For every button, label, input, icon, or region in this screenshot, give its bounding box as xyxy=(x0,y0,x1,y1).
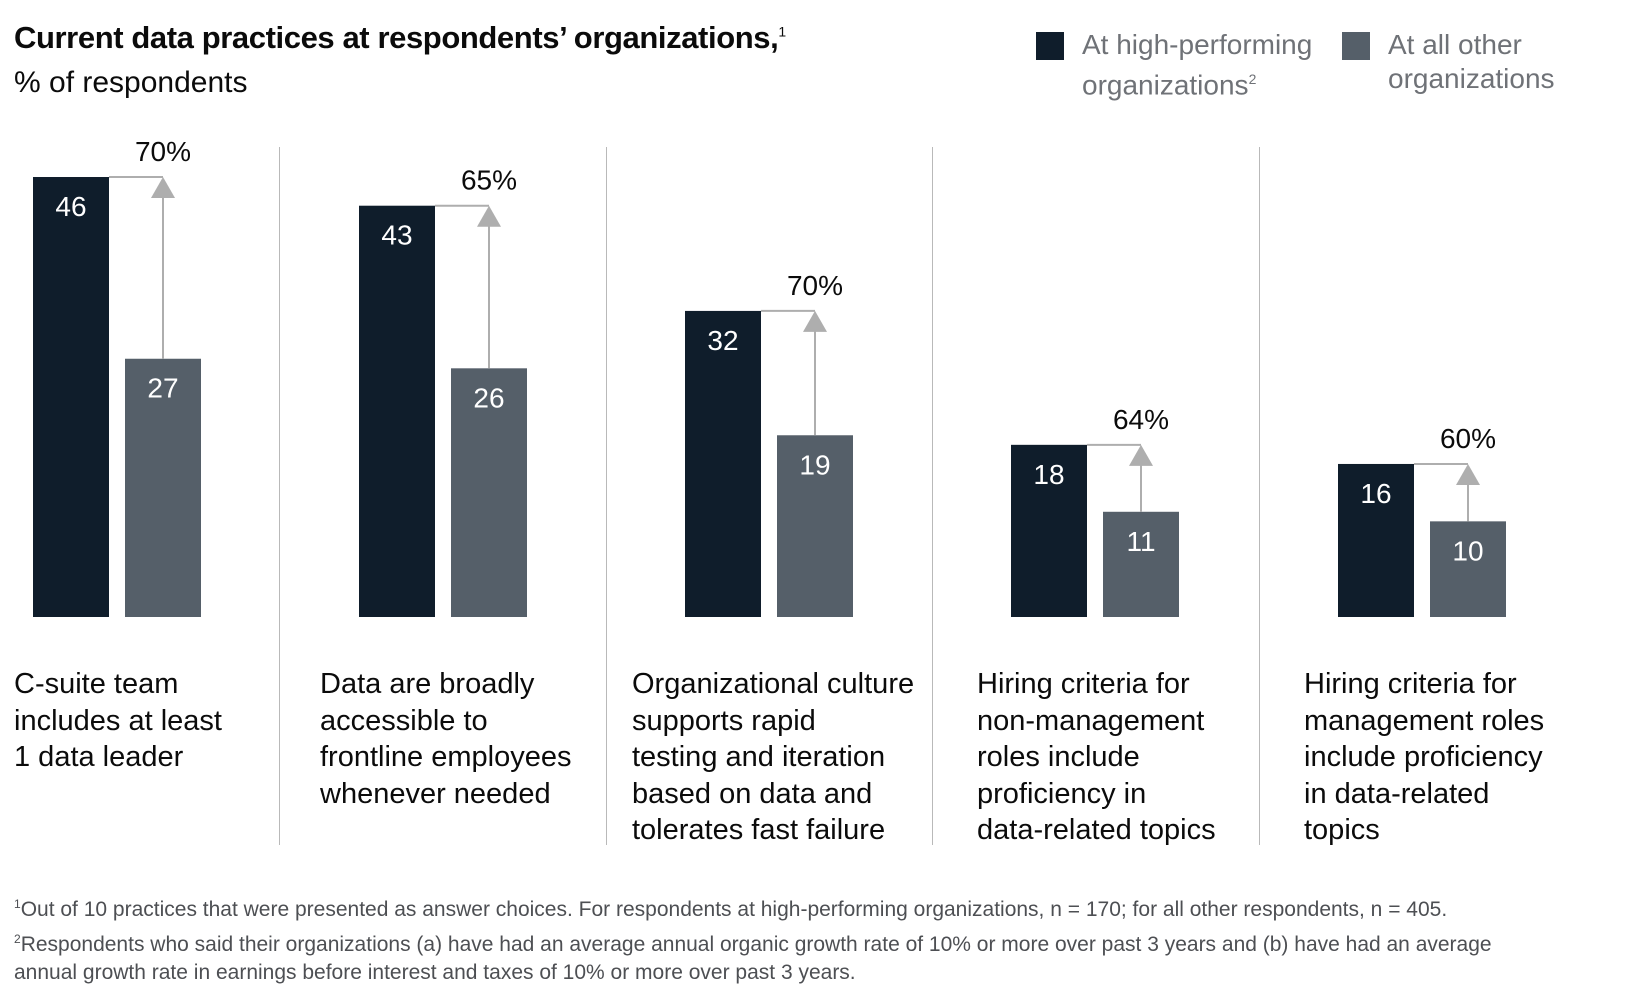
legend-label-line: organizations2 xyxy=(1082,62,1312,102)
category-label-line: include proficiency xyxy=(1304,741,1543,773)
category-label-line: tolerates fast failure xyxy=(632,814,886,846)
category-label: Data are broadly accessible to frontline e… xyxy=(320,666,571,812)
bar-value-label: 19 xyxy=(799,449,830,480)
bar-value-label: 16 xyxy=(1360,478,1391,509)
footnote-text: Out of 10 practices that were presented … xyxy=(20,898,1448,921)
bar-value-label: 43 xyxy=(381,220,412,251)
chart-subtitle: % of respondents xyxy=(14,66,248,99)
bar-all-other xyxy=(1103,511,1179,617)
bar-value-label: 10 xyxy=(1452,535,1483,566)
gap-arrow-head xyxy=(1456,463,1480,485)
bar-high-performing xyxy=(33,177,109,617)
category-label-line: includes at least xyxy=(14,704,222,737)
category-label: Hiring criteria for non-management roles i… xyxy=(977,666,1216,849)
category-label-line: Organizational culture xyxy=(632,668,915,700)
category-label-line: roles include xyxy=(977,741,1140,773)
bar-value-label: 18 xyxy=(1033,459,1064,490)
legend-label-text: organizations xyxy=(1082,69,1249,101)
footnotes: 1Out of 10 practices that were presented… xyxy=(14,890,1492,988)
bar-all-other xyxy=(125,358,201,617)
gap-percentage-label: 70% xyxy=(135,136,191,167)
legend-item-high-performing: At high-performing organizations2 xyxy=(1036,28,1312,102)
bar-all-other xyxy=(777,435,853,617)
category-label-line: in data-related xyxy=(1304,777,1490,810)
category-label-line: supports rapid xyxy=(632,704,816,737)
footnote-2: 2Respondents who said their organization… xyxy=(14,925,1492,960)
footnote-1: 1Out of 10 practices that were presented… xyxy=(14,890,1492,925)
category-label: Organizational culture supports rapid test… xyxy=(632,666,914,849)
column-divider xyxy=(279,147,280,845)
bar-high-performing xyxy=(1338,463,1414,617)
chart-title-text: Current data practices at respondents’ o… xyxy=(14,20,779,55)
bar-value-label: 26 xyxy=(473,382,504,413)
bar-value-label: 11 xyxy=(1126,526,1155,557)
chart-title: Current data practices at respondents’ o… xyxy=(14,20,786,56)
column-divider xyxy=(1259,147,1260,845)
gap-arrow-head xyxy=(803,310,827,332)
category-label-line: management roles xyxy=(1304,704,1545,737)
footnote-mark: 2 xyxy=(14,931,21,946)
category-label-line: data-related topics xyxy=(977,814,1216,846)
footnote-text: Respondents who said their organizations… xyxy=(20,932,1492,956)
category-label: C-suite team includes at least 1 data lead… xyxy=(14,666,222,776)
legend-item-all-other: At all other organizations xyxy=(1342,28,1555,96)
category-label-line: testing and iteration xyxy=(632,741,886,773)
category-label-line: Hiring criteria for xyxy=(977,668,1190,700)
bar-high-performing xyxy=(685,310,761,617)
category-label-line: proficiency in xyxy=(977,777,1147,810)
legend-label-high-performing: At high-performing organizations2 xyxy=(1082,28,1312,102)
category-label: Hiring criteria for management roles inclu… xyxy=(1304,666,1544,849)
bar-value-label: 32 xyxy=(707,325,738,356)
category-label-line: non-management xyxy=(977,704,1205,737)
legend-swatch-all-other xyxy=(1342,32,1370,60)
legend-swatch-high-performing xyxy=(1036,32,1064,60)
column-divider xyxy=(932,147,933,845)
legend-label-line: organizations xyxy=(1388,63,1555,94)
legend-label-all-other: At all other organizations xyxy=(1388,28,1555,96)
bar-all-other xyxy=(1430,521,1506,617)
category-label-line: accessible to xyxy=(320,704,488,737)
gap-percentage-label: 65% xyxy=(461,165,517,196)
bar-chart-plot: 46 27 70% 43 26 65% 32 19 70% 18 11 64% 16 10 60% xyxy=(33,136,1506,617)
legend-label-line: At all other xyxy=(1388,29,1522,60)
bar-value-label: 46 xyxy=(55,191,86,222)
category-label-line: Hiring criteria for xyxy=(1304,668,1517,700)
category-label-line: C-suite team xyxy=(14,668,179,700)
category-label-line: Data are broadly xyxy=(320,668,535,700)
gap-percentage-label: 64% xyxy=(1113,404,1169,435)
category-label-line: topics xyxy=(1304,814,1380,846)
category-label-line: 1 data leader xyxy=(14,741,184,773)
gap-percentage-label: 70% xyxy=(787,270,843,301)
legend-footnote-mark: 2 xyxy=(1248,71,1257,87)
gap-arrow-head xyxy=(1129,444,1153,466)
legend-label-line: At high-performing xyxy=(1082,29,1313,60)
footnote-2-continued: annual growth rate in earnings before in… xyxy=(14,961,856,984)
gap-arrow-head xyxy=(477,205,501,227)
bar-high-performing xyxy=(1011,444,1087,617)
category-label-line: based on data and xyxy=(632,777,873,810)
footnote-mark: 1 xyxy=(14,897,21,911)
column-divider xyxy=(606,147,607,845)
chart-title-footnote-mark: 1 xyxy=(778,23,786,40)
category-label-line: frontline employees xyxy=(320,741,572,773)
gap-arrow-head xyxy=(151,177,175,199)
bar-high-performing xyxy=(359,205,435,617)
gap-percentage-label: 60% xyxy=(1440,423,1496,454)
category-label-line: whenever needed xyxy=(320,777,551,810)
bar-value-label: 27 xyxy=(147,373,178,404)
bar-all-other xyxy=(451,368,527,617)
